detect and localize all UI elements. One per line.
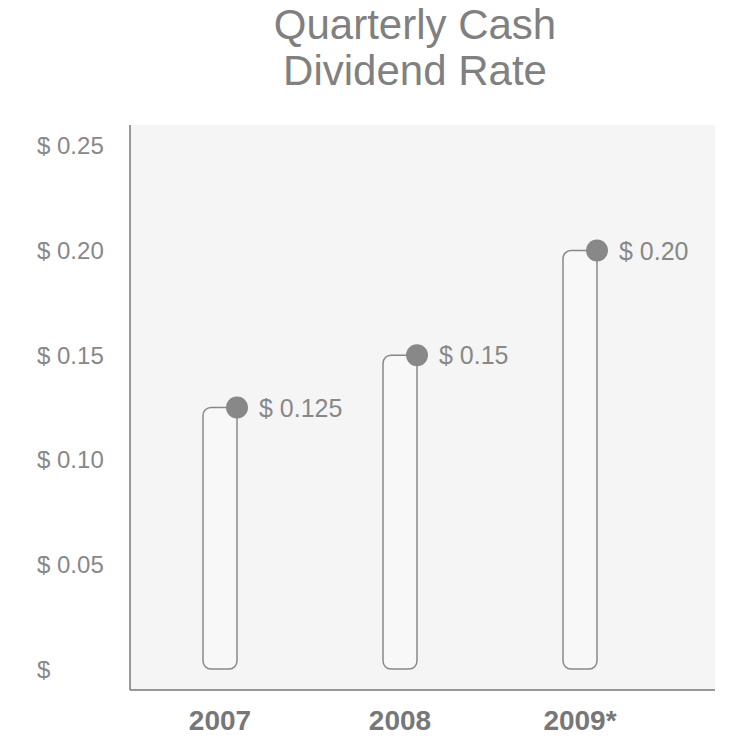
svg-text:2008: 2008: [369, 705, 431, 736]
html-text:Quarterly Cash Dividend Rate: Quarterly Cash Dividend Rate: [273, 1, 557, 94]
svg-text:$ 0.15: $ 0.15: [439, 341, 509, 369]
svg-text:2007: 2007: [189, 705, 251, 736]
svg-text:$ 0.25: $ 0.25: [37, 132, 104, 159]
svg-text:$ 0.125: $ 0.125: [259, 394, 342, 422]
svg-text:$ 0.20: $ 0.20: [619, 237, 689, 265]
svg-text:$ 0.20: $ 0.20: [37, 237, 104, 264]
svg-text:$ 0.10: $ 0.10: [37, 446, 104, 473]
svg-text:$: $: [37, 656, 50, 683]
svg-text:$ 0.15: $ 0.15: [37, 342, 104, 369]
svg-text:$ 0.05: $ 0.05: [37, 551, 104, 578]
svg-text:2009*: 2009*: [543, 705, 616, 736]
